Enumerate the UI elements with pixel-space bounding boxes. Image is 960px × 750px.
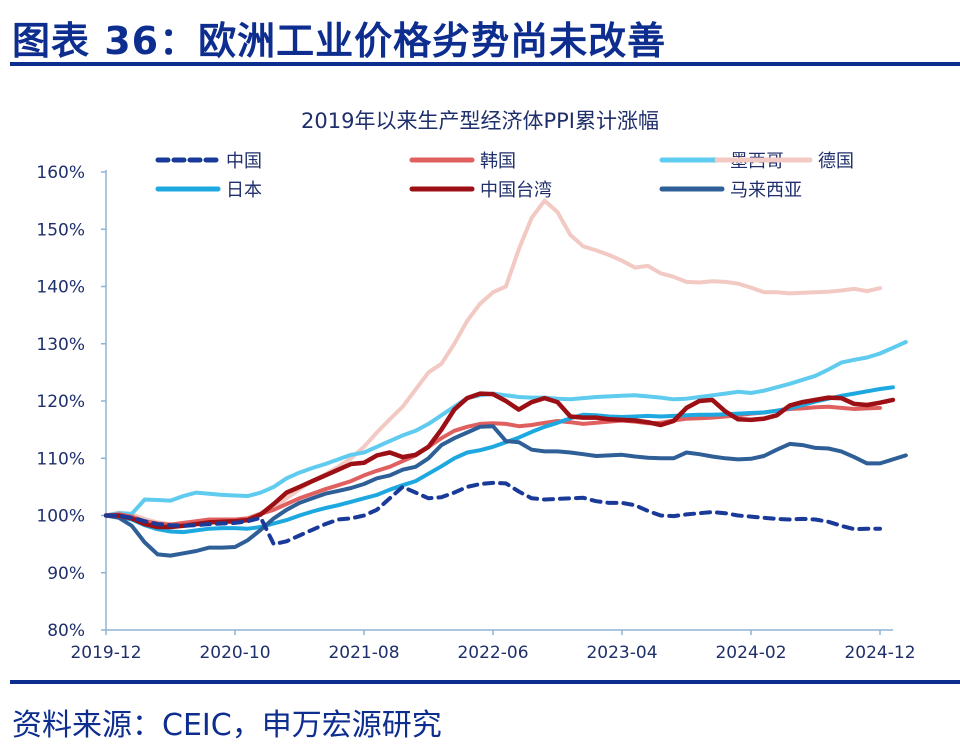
x-tick-label: 2022-06: [457, 643, 528, 663]
legend-item: 韩国: [409, 151, 516, 172]
x-tick-label: 2023-04: [586, 643, 657, 663]
legend-label: 德国: [818, 151, 854, 172]
x-tick-label: 2020-10: [199, 643, 270, 663]
legend-item: 马来西亚: [659, 180, 802, 201]
x-tick-label: 2024-02: [715, 643, 786, 663]
chart-title: 2019年以来生产型经济体PPI累计涨幅: [301, 109, 659, 133]
source-note: 资料来源：CEIC，申万宏源研究: [12, 708, 442, 743]
y-tick-label: 110%: [36, 449, 85, 469]
legend-label: 中国: [226, 151, 262, 172]
x-tick-label: 2021-08: [328, 643, 399, 663]
y-tick-label: 140%: [36, 278, 85, 298]
axes: 80% 90% 100% 110% 120% 130% 140% 150% 160% 2019-1…: [36, 163, 915, 663]
legend-label: 韩国: [480, 151, 516, 172]
y-tick-label: 100%: [36, 507, 85, 527]
legend-label: 中国台湾: [480, 180, 552, 201]
legend-label: 日本: [226, 180, 262, 201]
legend: 中国韩国墨西哥德国日本中国台湾马来西亚: [155, 151, 854, 201]
legend-label: 马来西亚: [730, 180, 802, 201]
line-chart: 2019年以来生产型经济体PPI累计涨幅 80% 90% 100% 110% 120% 1…: [36, 109, 915, 663]
source-divider: [10, 680, 960, 684]
y-tick-label: 120%: [36, 392, 85, 412]
series-line-0: [104, 480, 882, 547]
legend-item: 日本: [155, 180, 262, 201]
legend-item: 德国: [714, 151, 854, 172]
y-tick-label: 80%: [47, 621, 85, 641]
series-line-2: [104, 340, 908, 518]
y-tick-label: 160%: [36, 163, 85, 183]
series-line-6: [104, 424, 908, 558]
y-tick-label: 130%: [36, 335, 85, 355]
legend-item: 中国: [155, 151, 262, 172]
figure-title: 图表 36：欧洲工业价格劣势尚未改善: [12, 19, 667, 63]
y-tick-label: 150%: [36, 220, 85, 240]
plot-area: [103, 198, 908, 558]
x-tick-label: 2019-12: [70, 643, 141, 663]
legend-item: 中国台湾: [409, 180, 552, 201]
x-tick-label: 2024-12: [844, 643, 915, 663]
series-line-4: [104, 385, 895, 535]
y-tick-label: 90%: [47, 564, 85, 584]
series-line-5: [103, 391, 896, 530]
series-line-3: [104, 198, 882, 527]
title-divider: [10, 62, 960, 66]
